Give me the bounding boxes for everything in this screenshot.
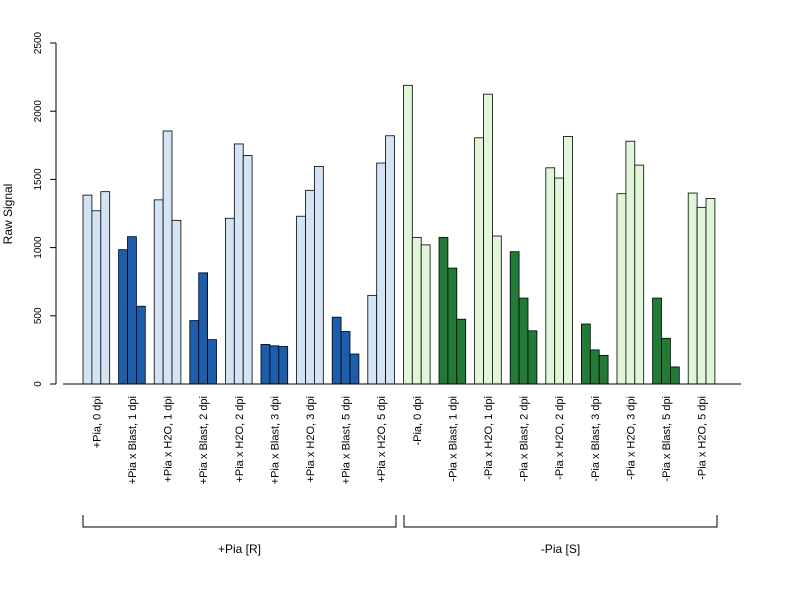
category-label: +Pia x Blast, 2 dpi — [198, 396, 210, 484]
category-label: -Pia x H2O, 2 dpi — [554, 396, 566, 480]
group-label: -Pia [S] — [541, 542, 580, 556]
bar — [420, 244, 431, 385]
group-label: +Pia [R] — [218, 542, 261, 556]
bar — [696, 206, 707, 385]
bar — [661, 337, 671, 385]
category-label: +Pia x H2O, 1 dpi — [163, 396, 175, 483]
category-label: +Pia x H2O, 3 dpi — [305, 396, 317, 483]
bar — [616, 193, 627, 385]
bar — [670, 366, 680, 385]
category-labels: +Pia, 0 dpi +Pia x Blast, 1 dpi +Pia x H2O… — [91, 396, 708, 484]
category-label: -Pia x Blast, 5 dpi — [661, 396, 673, 482]
category-label: -Pia x H2O, 3 dpi — [625, 396, 637, 480]
group-brackets: +Pia [R] -Pia [S] — [82, 515, 718, 556]
bar — [563, 136, 573, 385]
bar — [224, 217, 235, 385]
category-label: +Pia, 0 dpi — [91, 396, 103, 448]
bar — [189, 320, 200, 385]
bar — [118, 249, 128, 385]
bar — [340, 331, 351, 385]
bar — [581, 323, 591, 385]
category-label: +Pia x Blast, 1 dpi — [127, 396, 139, 484]
bar — [127, 236, 137, 385]
category-label: +Pia x Blast, 5 dpi — [341, 396, 353, 484]
bar — [82, 194, 93, 385]
bar — [135, 305, 146, 385]
bar — [171, 219, 182, 385]
bar — [153, 199, 164, 385]
bar — [260, 344, 271, 385]
bar — [367, 294, 378, 385]
bars — [82, 84, 716, 385]
bar — [233, 143, 244, 385]
category-label: -Pia x H2O, 1 dpi — [483, 396, 495, 480]
bar — [545, 167, 556, 385]
bar — [598, 354, 609, 385]
bar — [349, 353, 360, 385]
bar — [491, 235, 502, 385]
bar — [474, 137, 484, 385]
bar — [554, 177, 565, 385]
bar — [100, 191, 111, 385]
bar — [376, 162, 387, 385]
category-label: -Pia x Blast, 3 dpi — [590, 396, 602, 482]
bar — [705, 198, 716, 385]
category-label: +Pia x H2O, 2 dpi — [234, 396, 246, 483]
y-tick-label: 1000 — [33, 236, 44, 259]
category-label: -Pia x Blast, 1 dpi — [447, 396, 459, 482]
group-bracket — [403, 515, 718, 528]
category-label: -Pia x H2O, 5 dpi — [697, 396, 709, 480]
category-label: +Pia x H2O, 5 dpi — [376, 396, 388, 483]
bar — [296, 215, 306, 385]
bar — [652, 297, 662, 385]
bar — [207, 339, 217, 385]
category-label: -Pia x Blast, 2 dpi — [519, 396, 531, 482]
category-label: -Pia, 0 dpi — [412, 396, 424, 446]
bar — [509, 251, 520, 385]
y-tick-label: 1500 — [33, 168, 44, 191]
bar — [447, 267, 458, 385]
bar — [331, 316, 342, 385]
bar — [198, 272, 208, 385]
bar — [589, 349, 600, 385]
bar — [411, 236, 422, 385]
category-label: +Pia x Blast, 3 dpi — [269, 396, 281, 484]
bar — [242, 155, 253, 385]
y-tick-label: 500 — [33, 307, 44, 324]
bar — [634, 164, 645, 385]
bar — [687, 192, 698, 385]
bar — [269, 345, 280, 385]
bar — [305, 189, 315, 385]
y-tick-label: 0 — [33, 381, 44, 387]
bar — [313, 166, 324, 385]
group-bracket — [82, 515, 397, 528]
y-axis: 0 500 1000 1500 2000 2500 — [33, 31, 57, 387]
bar — [518, 297, 529, 385]
bar — [625, 140, 636, 385]
bar — [483, 93, 493, 385]
bar — [278, 346, 289, 385]
bar — [527, 330, 538, 385]
bar — [385, 135, 395, 385]
bar — [91, 210, 102, 385]
bar — [402, 84, 413, 385]
y-tick-label: 2500 — [33, 31, 44, 54]
bar — [456, 318, 467, 385]
bar — [438, 236, 449, 385]
bar — [162, 130, 173, 385]
y-tick-label: 2000 — [33, 100, 44, 123]
y-axis-title: Raw Signal — [1, 184, 15, 245]
